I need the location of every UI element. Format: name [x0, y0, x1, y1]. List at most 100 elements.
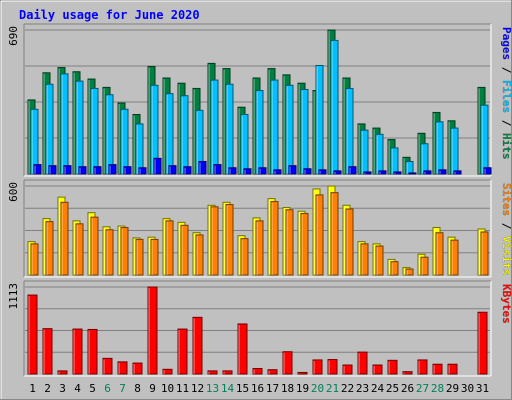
- x-tick-label-3: 3: [59, 382, 66, 395]
- bar: [162, 368, 173, 375]
- bar-files-7: [120, 108, 129, 175]
- bar-kbytes-28: [432, 363, 443, 375]
- bar-sites-17: [270, 201, 279, 276]
- bar: [78, 166, 87, 175]
- bar-sites-1: [30, 243, 39, 276]
- bar: [405, 268, 414, 276]
- bar-sites-22: [345, 208, 354, 276]
- bar-kbytes-15: [237, 323, 248, 375]
- bar: [285, 209, 294, 276]
- bar: [387, 359, 398, 375]
- bar-sites-10: [165, 220, 174, 276]
- bar-pages-19: [303, 168, 312, 175]
- bar-kbytes-24: [372, 364, 383, 375]
- bar: [33, 164, 42, 175]
- x-tick-label-25: 25: [386, 382, 399, 395]
- bar: [447, 363, 458, 375]
- bar: [267, 369, 278, 375]
- bar-kbytes-10: [162, 368, 173, 375]
- bar: [300, 212, 309, 276]
- bar-pages-5: [93, 166, 102, 175]
- bar-files-26: [405, 160, 414, 175]
- bar-kbytes-1: [27, 294, 38, 375]
- bar-sites-3: [60, 201, 69, 276]
- bar-sites-21: [330, 192, 339, 276]
- bar-sites-12: [195, 234, 204, 276]
- bar: [255, 220, 264, 276]
- x-tick-label-23: 23: [356, 382, 369, 395]
- bar-kbytes-19: [297, 371, 308, 375]
- x-tick-label-22: 22: [341, 382, 354, 395]
- bar-kbytes-31: [477, 311, 488, 375]
- legend-hits: Pages / Files / Hits: [500, 27, 512, 160]
- bar: [408, 172, 417, 175]
- bar-kbytes-27: [417, 359, 428, 375]
- bar: [435, 232, 444, 276]
- bar-sites-14: [225, 204, 234, 276]
- bar-pages-18: [288, 165, 297, 175]
- bar: [240, 238, 249, 276]
- bar-sites-26: [405, 268, 414, 276]
- bar: [75, 223, 84, 276]
- bar-pages-10: [168, 165, 177, 175]
- bar: [72, 328, 83, 375]
- bar-pages-7: [123, 166, 132, 175]
- bar-files-20: [315, 64, 324, 175]
- bar-sites-19: [300, 212, 309, 276]
- bar-kbytes-23: [357, 351, 368, 375]
- x-tick-label-14: 14: [221, 382, 235, 395]
- x-tick-label-30: 30: [461, 382, 474, 395]
- bar: [105, 229, 114, 276]
- bar-kbytes-20: [312, 359, 323, 375]
- bar-files-3: [60, 73, 69, 175]
- bar: [453, 170, 462, 175]
- bar: [60, 201, 69, 276]
- bar-files-10: [165, 93, 174, 175]
- bar: [165, 220, 174, 276]
- bar: [222, 370, 233, 375]
- bar-files-19: [300, 88, 309, 175]
- bar-pages-15: [243, 168, 252, 175]
- bar-sites-28: [435, 232, 444, 276]
- bar: [297, 371, 308, 375]
- bar-kbytes-6: [102, 357, 113, 375]
- legend-separator: /: [500, 216, 512, 236]
- chart-title: Daily usage for June 2020: [19, 8, 200, 22]
- bar: [450, 239, 459, 276]
- x-tick-label-2: 2: [44, 382, 51, 395]
- bar-files-5: [90, 87, 99, 175]
- bar: [432, 363, 443, 375]
- bar-kbytes-29: [447, 363, 458, 375]
- bar: [423, 170, 432, 175]
- x-tick-label-7: 7: [119, 382, 126, 395]
- bar-sites-6: [105, 229, 114, 276]
- legend-item: Sites: [500, 183, 512, 216]
- bar-files-14: [225, 83, 234, 175]
- x-tick-label-12: 12: [191, 382, 204, 395]
- bar: [390, 261, 399, 276]
- bar: [228, 167, 237, 175]
- bar: [417, 359, 428, 375]
- bar-pages-3: [63, 165, 72, 175]
- bar-files-16: [255, 90, 264, 175]
- legend-kbytes: KBytes: [500, 284, 512, 324]
- bar-files-25: [390, 147, 399, 175]
- bar-kbytes-22: [342, 364, 353, 375]
- bar-files-8: [135, 123, 144, 175]
- bar-pages-14: [228, 167, 237, 175]
- bar-sites-29: [450, 239, 459, 276]
- bar-pages-8: [138, 167, 147, 175]
- x-tick-label-29: 29: [446, 382, 459, 395]
- y-max-label: 600: [7, 182, 20, 202]
- bar-pages-21: [333, 170, 342, 175]
- bar-pages-26: [408, 172, 417, 175]
- bar-kbytes-17: [267, 369, 278, 375]
- bar-files-27: [420, 143, 429, 175]
- bar-pages-2: [48, 165, 57, 175]
- bar-files-4: [75, 80, 84, 175]
- bar-kbytes-16: [252, 368, 263, 375]
- bar-files-15: [240, 114, 249, 175]
- bar-kbytes-14: [222, 370, 233, 375]
- bar-files-22: [345, 87, 354, 175]
- x-tick-label-6: 6: [104, 382, 111, 395]
